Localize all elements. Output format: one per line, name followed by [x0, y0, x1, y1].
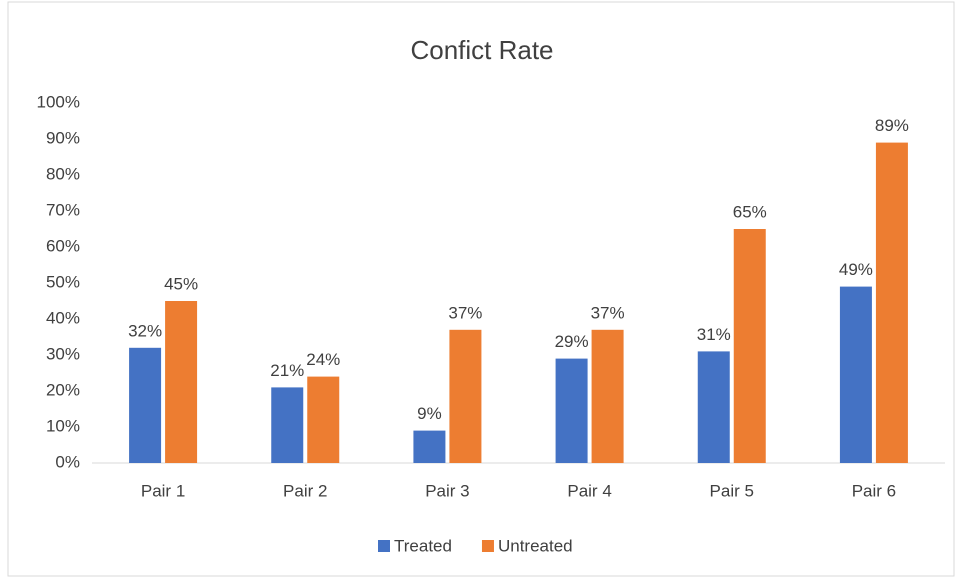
- bar: [165, 301, 198, 463]
- y-tick-label: 50%: [46, 272, 80, 291]
- bar: [875, 142, 908, 463]
- y-tick-label: 10%: [46, 416, 80, 435]
- bar: [129, 347, 162, 463]
- bar: [271, 387, 304, 463]
- data-label: 45%: [164, 274, 198, 293]
- chart-border: [7, 1, 955, 577]
- y-tick-label: 40%: [46, 308, 80, 327]
- x-tick-label: Pair 3: [425, 481, 469, 500]
- y-tick-label: 80%: [46, 164, 80, 183]
- bar: [839, 286, 872, 463]
- legend-label: Untreated: [498, 536, 573, 555]
- bar: [307, 376, 340, 463]
- y-tick-label: 100%: [37, 92, 80, 111]
- data-label: 9%: [417, 404, 442, 423]
- data-label: 24%: [306, 350, 340, 369]
- data-label: 65%: [733, 202, 767, 221]
- bar: [733, 229, 766, 463]
- legend-swatch: [378, 540, 390, 552]
- y-tick-label: 70%: [46, 200, 80, 219]
- y-tick-label: 90%: [46, 128, 80, 147]
- bar: [413, 430, 446, 463]
- y-tick-label: 20%: [46, 380, 80, 399]
- legend-label: Treated: [394, 536, 452, 555]
- chart-title: Confict Rate: [410, 35, 553, 65]
- y-tick-label: 30%: [46, 344, 80, 363]
- data-label: 29%: [555, 332, 589, 351]
- bar: [591, 329, 624, 463]
- x-tick-label: Pair 4: [567, 481, 611, 500]
- bar: [697, 351, 730, 463]
- data-label: 37%: [591, 303, 625, 322]
- data-label: 37%: [448, 303, 482, 322]
- bar: [555, 358, 588, 463]
- data-label: 89%: [875, 116, 909, 135]
- x-tick-label: Pair 6: [852, 481, 896, 500]
- x-tick-label: Pair 5: [710, 481, 754, 500]
- data-label: 32%: [128, 321, 162, 340]
- x-tick-label: Pair 1: [141, 481, 185, 500]
- legend-swatch: [481, 540, 494, 552]
- x-tick-label: Pair 2: [283, 481, 327, 500]
- data-label: 31%: [697, 325, 731, 344]
- data-label: 49%: [839, 260, 873, 279]
- y-tick-label: 0%: [55, 452, 80, 471]
- y-tick-label: 60%: [46, 236, 80, 255]
- bar: [449, 329, 482, 463]
- data-label: 21%: [270, 361, 304, 380]
